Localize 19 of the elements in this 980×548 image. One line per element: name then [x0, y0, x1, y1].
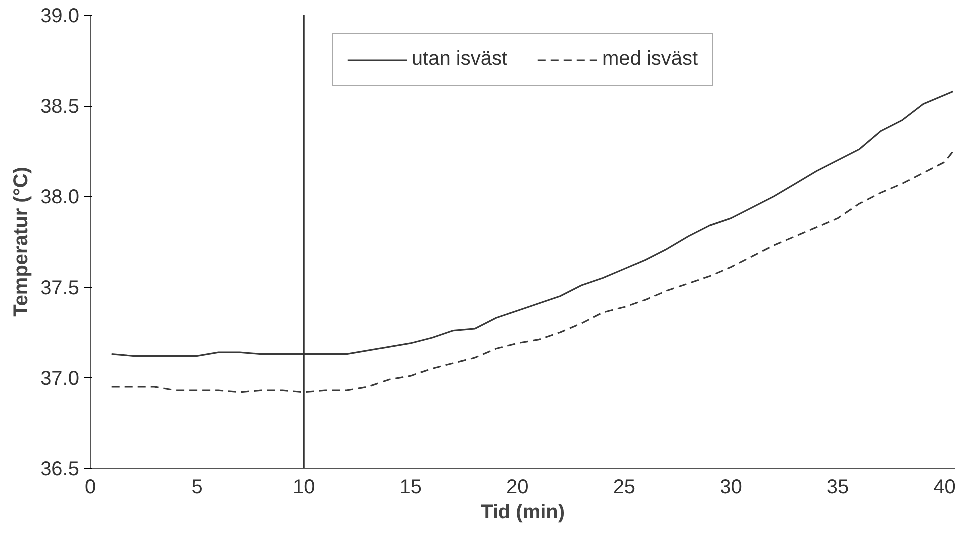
legend-label: med isväst	[602, 48, 698, 71]
y-tick-label: 37.5	[40, 277, 80, 300]
x-axis-title: Tid (min)	[480, 502, 566, 524]
y-tick-label: 38.0	[40, 186, 80, 209]
x-tick-label: 0	[84, 476, 96, 498]
legend-label: utan isväst	[412, 48, 508, 71]
y-axis-title: Temperatur (°C)	[10, 167, 33, 317]
x-tick-label: 35	[826, 476, 850, 498]
y-tick-label: 38.5	[40, 96, 80, 118]
x-tick-label: 15	[400, 476, 422, 498]
x-tick-label: 10	[292, 476, 316, 498]
x-tick-label: 30	[720, 476, 742, 498]
x-tick-label: 5	[192, 476, 203, 498]
x-tick-label: 20	[506, 476, 529, 498]
y-tick-label: 37.0	[40, 368, 80, 390]
x-tick-label: 40	[934, 476, 956, 498]
y-tick-label: 36.5	[40, 458, 80, 480]
y-tick-label: 39.0	[40, 6, 80, 28]
x-tick-label: 25	[613, 476, 636, 498]
